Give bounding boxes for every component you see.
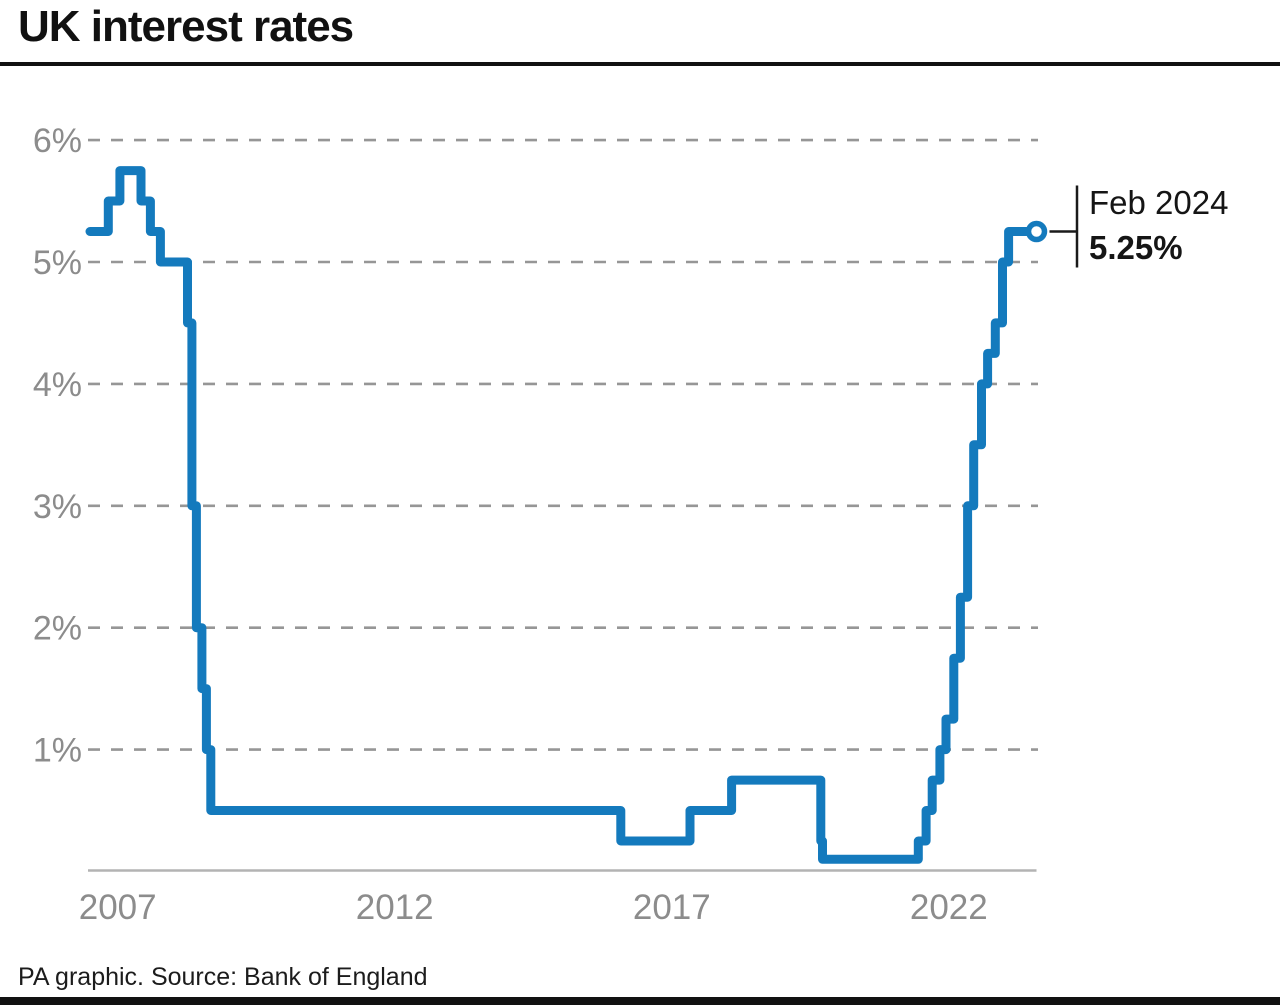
x-tick-label-2012: 2012 <box>356 888 434 927</box>
title-rule <box>0 62 1280 66</box>
y-tick-label-3: 3% <box>33 488 82 526</box>
annotation-value: 5.25% <box>1089 229 1183 266</box>
y-tick-label-4: 4% <box>33 366 82 404</box>
y-tick-label-1: 1% <box>33 732 82 770</box>
y-tick-label-6: 6% <box>33 122 82 160</box>
y-tick-label-2: 2% <box>33 610 82 648</box>
x-tick-label-2017: 2017 <box>633 888 711 927</box>
page-title: UK interest rates <box>18 2 354 51</box>
endpoint-marker <box>1025 220 1048 243</box>
annotation-date: Feb 2024 <box>1089 184 1229 221</box>
rate-line <box>85 166 1041 864</box>
y-tick-label-5: 5% <box>33 244 82 282</box>
source-credit: PA graphic. Source: Bank of England <box>18 963 428 991</box>
x-tick-label-2007: 2007 <box>79 888 157 927</box>
x-tick-label-2022: 2022 <box>910 888 988 927</box>
bottom-bar <box>0 997 1280 1005</box>
